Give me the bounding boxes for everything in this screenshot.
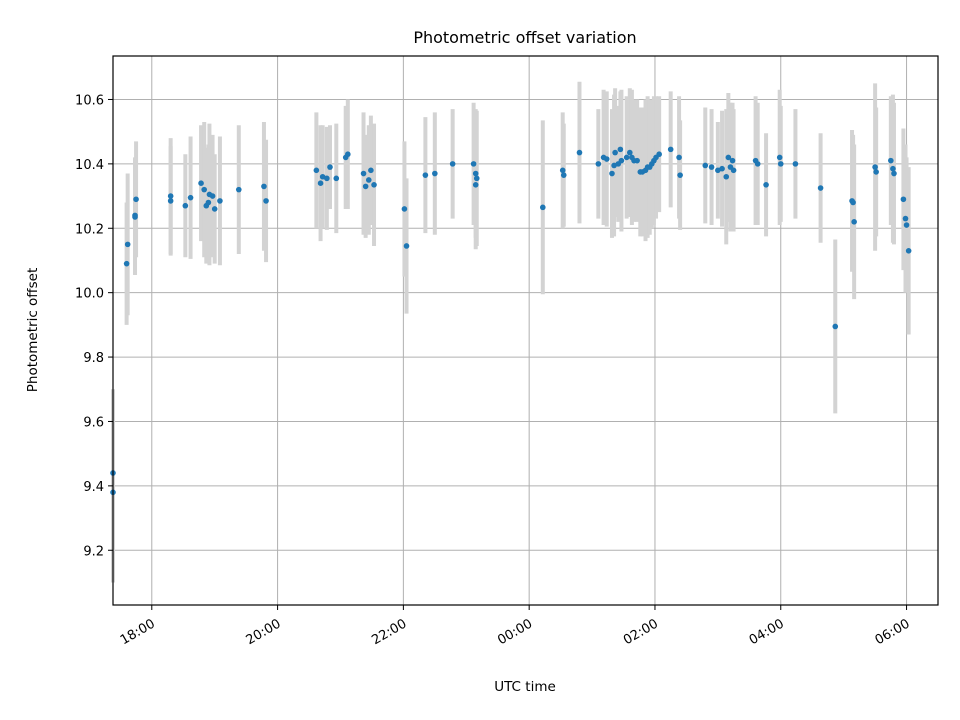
data-point [905,248,912,254]
y-tick-label: 10.4 [75,158,104,173]
data-point [327,164,333,170]
data-point [730,167,737,174]
y-tick-label: 9.2 [83,544,104,559]
data-point [677,172,683,178]
data-point [900,196,907,203]
data-point [333,175,340,182]
data-point [324,175,330,182]
data-point [539,204,546,211]
data-point [133,196,139,203]
chart-title: Photometric offset variation [413,28,636,47]
data-point [345,151,351,158]
y-tick-label: 9.6 [83,415,104,430]
data-point [903,222,910,228]
data-point [817,185,824,191]
data-point [609,170,615,177]
data-point [198,180,204,186]
data-point [595,161,602,167]
data-point [235,186,242,193]
data-point [723,173,730,180]
data-point [167,193,174,199]
data-point [449,161,456,167]
data-point [472,181,479,188]
data-point [617,146,624,153]
data-point [182,202,189,209]
data-point [360,170,367,177]
y-tick-label: 9.4 [83,480,104,495]
data-point [124,241,131,248]
y-tick-label: 10.2 [75,222,104,237]
data-point [623,154,630,161]
data-point [576,149,583,156]
data-point [777,161,784,167]
data-point [368,167,374,174]
data-point [205,199,212,206]
data-points [110,146,912,496]
data-point [132,214,138,220]
data-point [209,193,216,199]
data-point [667,146,674,153]
data-point [618,157,625,164]
x-axis-label: UTC time [494,679,556,695]
data-point [261,183,267,190]
data-point [472,170,479,177]
data-point [754,161,761,167]
data-point [473,175,480,182]
data-point [313,167,320,174]
data-point [317,180,324,186]
data-point [422,172,429,178]
data-point [851,219,857,225]
data-point [873,169,879,175]
data-point [776,154,783,161]
data-point [217,198,223,204]
y-tick-label: 10.0 [75,287,104,302]
data-point [365,177,372,183]
data-point [470,161,477,167]
data-point [403,243,410,249]
data-point [401,206,408,212]
y-tick-label: 10.6 [75,93,104,108]
data-point [888,157,894,164]
data-point [432,170,438,177]
y-axis-ticks: 9.2 9.4 9.6 9.8 10.0 10.2 10.4 10.6 [75,93,113,559]
data-point [627,149,633,156]
data-point [763,181,769,188]
plot-frame [112,55,939,606]
data-point [123,260,130,267]
data-point [702,162,709,169]
y-tick-label: 9.8 [83,351,104,366]
data-point [719,165,725,172]
data-point [371,181,377,188]
data-point [872,164,878,170]
data-point [263,198,269,204]
data-point [319,173,326,180]
data-point [725,154,732,161]
data-point [890,165,896,172]
data-point [201,186,208,193]
data-point [676,154,682,161]
data-point [167,198,174,204]
data-point [715,167,721,174]
data-point [902,215,909,222]
data-point [560,172,567,178]
data-point [612,149,618,156]
data-point [634,157,640,164]
data-point [832,323,839,330]
data-point [603,156,610,162]
data-point [611,162,617,169]
data-point [187,194,194,201]
data-point [792,161,799,167]
data-point [729,157,736,164]
data-point [362,183,369,190]
data-point [891,170,897,177]
data-point [656,151,662,158]
data-point [211,206,218,212]
data-point [708,164,715,170]
y-axis-label: Photometric offset [25,268,41,392]
data-point [559,167,566,174]
data-point [850,199,856,206]
